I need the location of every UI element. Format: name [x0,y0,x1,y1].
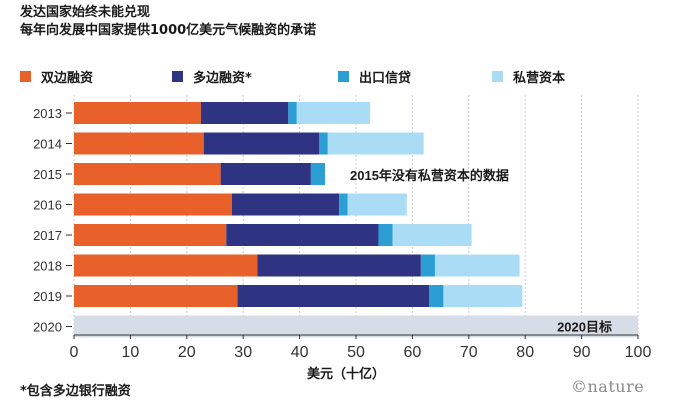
y-tick-label-2019: 2019 [33,289,62,304]
y-tick-label-2020: 2020 [33,320,62,335]
chart-title: 发达国家始终未能兑现 [20,5,151,20]
bar-2015-multilateral [220,163,311,185]
x-tick-label-90: 90 [573,344,591,361]
bar-2016-bilateral [74,193,232,216]
bar-2018-multilateral [257,254,421,277]
annotation-0: 2015年没有私营资本的数据 [350,168,509,183]
legend-swatch-private [492,70,503,82]
bar-2014-bilateral [74,132,204,155]
bar-2017-export [378,224,393,246]
x-tick-label-40: 40 [291,344,309,361]
stacked-bar-chart: 2020目标2013201420152016201720182019202020… [33,95,652,380]
footnote: *包含多边银行融资 [20,384,131,399]
x-tick-label-0: 0 [70,344,79,361]
bar-2015-export [310,163,325,185]
bar-2017-private [392,224,472,246]
chart-subtitle: 每年向发展中国家提供1000亿美元气候融资的承诺 [20,23,317,38]
bar-2015-bilateral [74,163,221,185]
x-tick-label-60: 60 [404,344,422,361]
bar-2019-private [443,285,523,307]
x-tick-label-80: 80 [516,344,534,361]
legend-label-multilateral: 多边融资* [193,70,252,86]
bar-2019-bilateral [74,285,238,307]
bar-2013-export [288,102,297,124]
y-tick-label-2014: 2014 [33,137,62,152]
legend-label-export: 出口信贷 [359,70,412,86]
bar-2017-multilateral [226,224,379,246]
bar-2014-private [327,132,424,155]
x-tick-label-100: 100 [625,344,652,361]
legend-label-private: 私营资本 [513,70,566,86]
legend-item-private: 私营资本 [492,66,565,86]
bar-2017-bilateral [74,224,227,246]
bar-2019-export [429,285,444,307]
bar-2018-export [420,254,435,277]
bar-2013-private [296,102,371,124]
legend: 双边融资 多边融资* 出口信贷 私营资本 [20,66,670,86]
x-tick-label-30: 30 [234,344,252,361]
y-tick-label-2017: 2017 [33,228,62,243]
bar-2013-multilateral [200,102,289,124]
y-tick-label-2013: 2013 [33,106,62,121]
y-tick-label-2016: 2016 [33,198,62,213]
legend-item-export: 出口信贷 [338,66,411,86]
y-tick-label-2015: 2015 [33,167,62,182]
x-axis-label: 美元（十亿） [307,366,385,380]
bar-2018-private [434,254,520,277]
legend-swatch-export [338,70,349,82]
bar-2014-multilateral [203,132,320,155]
bar-2016-private [347,193,407,216]
bar-2013-bilateral [74,102,201,124]
target-label: 2020目标 [557,320,612,335]
legend-label-bilateral: 双边融资 [41,70,94,86]
bar-2018-bilateral [74,254,258,277]
legend-swatch-bilateral [20,70,31,82]
bar-2019-multilateral [237,285,430,307]
legend-item-multilateral: 多边融资* [172,66,252,86]
legend-item-bilateral: 双边融资 [20,66,93,86]
x-tick-label-20: 20 [178,344,196,361]
x-tick-label-50: 50 [347,344,365,361]
y-tick-label-2018: 2018 [33,259,62,274]
legend-swatch-multilateral [172,70,183,82]
bar-2014-export [319,132,328,155]
bar-2016-multilateral [231,193,340,216]
bar-target-2020 [74,315,638,338]
x-tick-label-10: 10 [122,344,140,361]
x-tick-label-70: 70 [460,344,478,361]
bar-2016-export [339,193,348,216]
nature-logo: ©nature [571,377,645,396]
